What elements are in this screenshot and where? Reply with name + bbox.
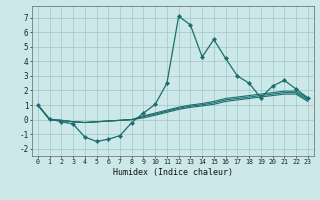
X-axis label: Humidex (Indice chaleur): Humidex (Indice chaleur)	[113, 168, 233, 177]
